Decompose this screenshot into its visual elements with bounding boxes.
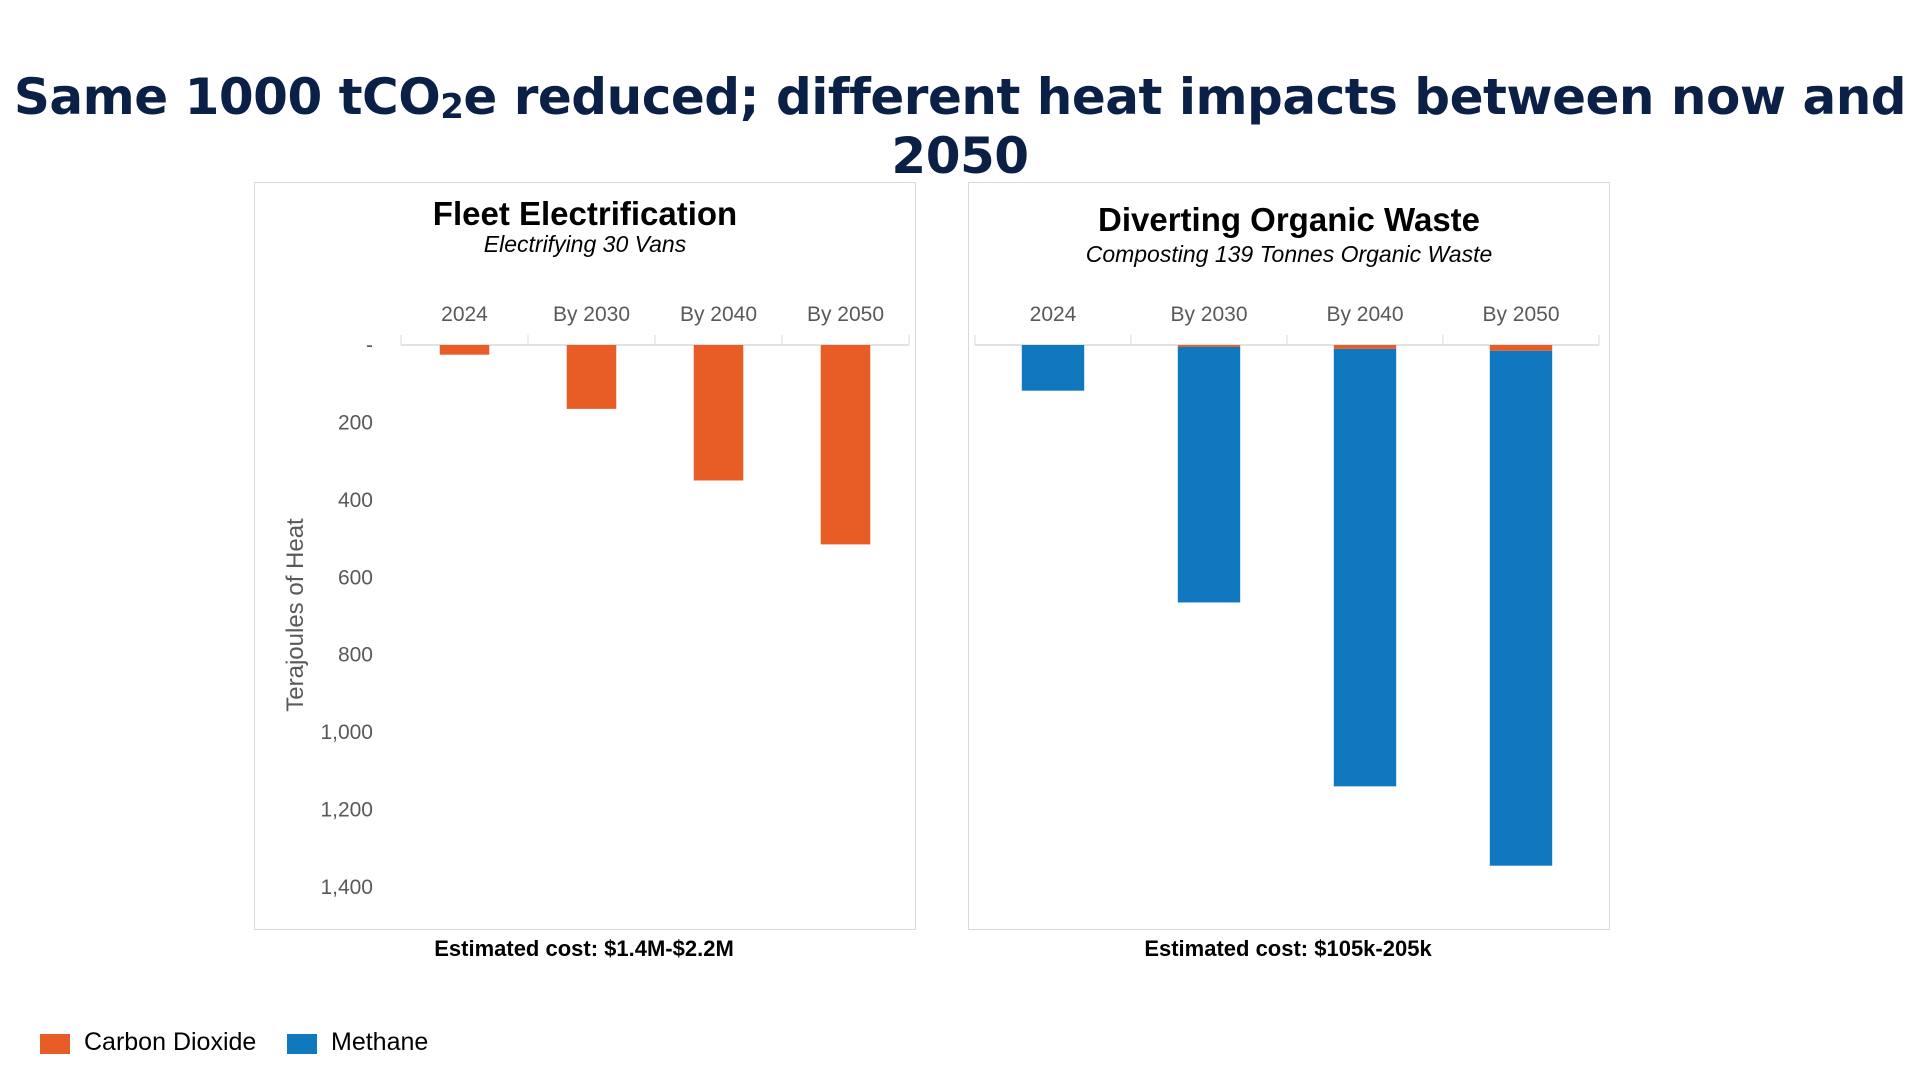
chart-plot-area: 2024 By 2030 By 2040 By 2050 - 200 400 600 800 1,…: [282, 303, 910, 899]
bar-carbon-dioxide: [1489, 345, 1553, 351]
chart-title: Diverting Organic Waste: [1097, 201, 1481, 238]
y-tick-label: 400: [338, 489, 373, 512]
bar-methane: [1177, 346, 1241, 603]
bar-carbon-dioxide: [820, 345, 871, 545]
bar-carbon-dioxide: [1333, 345, 1397, 349]
bar-carbon-dioxide: [1177, 345, 1241, 347]
x-tick-label: By 2040: [680, 303, 757, 326]
y-tick-label: -: [366, 334, 373, 357]
bar-methane: [1333, 348, 1397, 787]
y-tick-label: 800: [338, 644, 373, 667]
x-tick-label: By 2040: [1326, 303, 1403, 326]
bar-methane: [1021, 345, 1085, 391]
bar-carbon-dioxide: [693, 345, 744, 481]
y-tick-label: 600: [338, 566, 373, 589]
fleet-electrification-chart: Fleet Electrification Electrifying 30 Va…: [254, 182, 916, 930]
legend-swatch-methane: [287, 1034, 317, 1054]
cost-label-fleet: Estimated cost: $1.4M-$2.2M: [434, 936, 734, 961]
x-tick-label: By 2050: [1482, 303, 1559, 326]
legend-label: Carbon Dioxide: [84, 1028, 257, 1056]
slide-title: Same 1000 tCO2e reduced; different heat …: [13, 68, 1907, 185]
bar-carbon-dioxide: [439, 345, 490, 355]
y-tick-label: 1,200: [320, 799, 373, 822]
legend-swatch-carbon-dioxide: [40, 1034, 70, 1054]
diverting-organic-waste-chart: Diverting Organic Waste Composting 139 T…: [968, 182, 1610, 930]
y-axis-title: Terajoules of Heat: [282, 518, 309, 712]
chart-subtitle: Composting 139 Tonnes Organic Waste: [1085, 241, 1493, 267]
chart-subtitle: Electrifying 30 Vans: [483, 231, 687, 257]
x-tick-label: By 2050: [807, 303, 884, 326]
x-tick-label: By 2030: [1170, 303, 1247, 326]
bar-carbon-dioxide: [566, 345, 617, 409]
chart-title: Fleet Electrification: [432, 195, 738, 232]
y-tick-label: 200: [338, 411, 373, 434]
chart-plot-area: 2024 By 2030 By 2040 By 2050: [974, 303, 1600, 866]
y-tick-label: 1,400: [320, 876, 373, 899]
bar-methane: [1489, 350, 1553, 866]
cost-label-waste: Estimated cost: $105k-205k: [1144, 936, 1432, 961]
x-tick-label: 2024: [1030, 303, 1077, 326]
x-tick-label: By 2030: [553, 303, 630, 326]
legend-label: Methane: [331, 1028, 429, 1056]
y-tick-label: 1,000: [320, 721, 373, 744]
x-tick-label: 2024: [441, 303, 488, 326]
